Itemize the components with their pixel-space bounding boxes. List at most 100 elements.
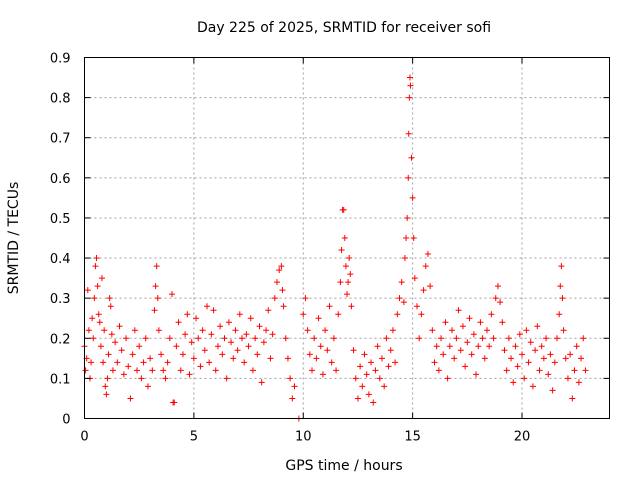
data-point (345, 279, 352, 286)
y-tick-label: 0.6 (50, 172, 71, 187)
data-point (486, 343, 493, 350)
data-point (534, 323, 541, 330)
data-point (462, 363, 469, 370)
data-point (263, 327, 270, 334)
data-point (466, 315, 473, 322)
data-point (557, 283, 564, 290)
data-point (406, 94, 413, 101)
data-point (313, 355, 320, 362)
data-point (317, 343, 324, 350)
data-point (411, 275, 418, 282)
data-point (519, 351, 525, 358)
data-point (559, 295, 566, 302)
data-point (129, 351, 136, 358)
data-point (389, 327, 396, 334)
data-point (90, 335, 97, 342)
data-point (499, 319, 506, 326)
data-point (497, 299, 504, 306)
data-point (525, 359, 532, 366)
data-point (182, 331, 189, 338)
data-point (410, 235, 417, 241)
data-point (164, 359, 171, 366)
data-point (365, 391, 372, 398)
data-point (514, 363, 521, 370)
data-point (370, 399, 377, 406)
data-point (271, 295, 278, 302)
data-point (85, 327, 92, 334)
data-point (104, 375, 111, 382)
data-point (523, 327, 530, 334)
data-point (102, 383, 109, 390)
data-point (116, 323, 123, 330)
data-point (147, 355, 154, 362)
data-point (383, 335, 390, 342)
data-point (494, 283, 501, 290)
data-point (252, 335, 259, 342)
data-point (575, 379, 582, 386)
data-point (184, 311, 191, 318)
data-point (282, 335, 289, 342)
data-point (219, 351, 226, 358)
data-point (449, 327, 455, 334)
data-point (311, 335, 318, 342)
data-point (278, 263, 285, 270)
data-point (475, 343, 482, 350)
data-point (481, 355, 488, 362)
data-point (444, 375, 451, 382)
data-point (93, 255, 100, 262)
data-point (134, 367, 140, 374)
x-tick-label: 15 (404, 430, 421, 445)
data-point (92, 263, 99, 270)
data-point (136, 343, 143, 350)
data-point (284, 355, 291, 362)
y-tick-label: 0.8 (50, 92, 71, 107)
y-tick-label: 0 (62, 413, 70, 428)
data-point (435, 367, 442, 374)
data-point (503, 367, 510, 374)
data-point (516, 331, 523, 338)
data-point (536, 367, 543, 374)
data-point (243, 331, 250, 338)
data-point (453, 335, 460, 342)
data-point (158, 351, 165, 358)
chart-title: Day 225 of 2025, SRMTID for receiver sof… (197, 20, 491, 36)
data-point (455, 307, 462, 314)
data-point (407, 82, 414, 89)
data-point (249, 367, 256, 374)
data-point (442, 319, 449, 326)
data-point (103, 391, 110, 398)
data-point (556, 311, 563, 318)
data-point (190, 355, 197, 362)
y-tick-label: 0.9 (50, 52, 71, 67)
data-point (193, 315, 200, 322)
data-point (538, 343, 545, 350)
data-point (274, 279, 280, 286)
data-point (131, 327, 138, 334)
data-point (199, 327, 206, 334)
data-point (571, 367, 578, 374)
data-point (560, 327, 567, 334)
data-point (490, 335, 497, 342)
data-point (106, 295, 113, 302)
data-point (276, 267, 283, 274)
data-point (221, 335, 228, 342)
data-point (580, 335, 587, 342)
data-point (201, 347, 208, 354)
data-point (479, 335, 486, 342)
data-point (179, 351, 186, 358)
data-point (155, 327, 162, 334)
data-point (94, 283, 101, 290)
data-point (340, 206, 347, 213)
data-point (438, 335, 445, 342)
data-point (304, 327, 311, 334)
data-point (330, 335, 337, 342)
data-point (385, 363, 392, 370)
data-point (400, 299, 407, 306)
data-point (107, 303, 114, 310)
data-point (361, 351, 368, 358)
data-point (344, 291, 350, 298)
data-point (403, 235, 410, 241)
data-point (333, 367, 340, 374)
data-point (348, 303, 355, 310)
data-point (468, 351, 475, 358)
